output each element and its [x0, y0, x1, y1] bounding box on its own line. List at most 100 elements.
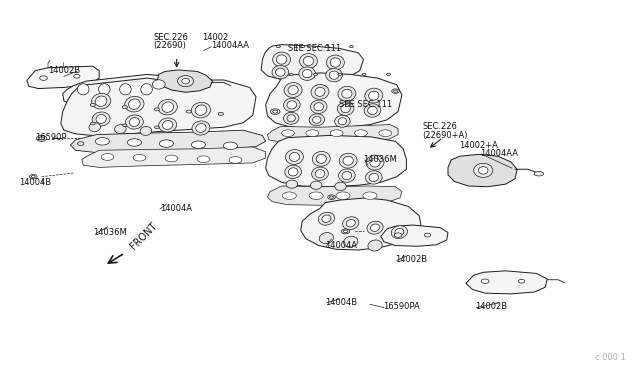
- Ellipse shape: [191, 102, 211, 118]
- Polygon shape: [268, 125, 398, 142]
- Ellipse shape: [92, 93, 111, 109]
- Ellipse shape: [275, 68, 285, 76]
- Ellipse shape: [326, 55, 344, 70]
- Ellipse shape: [330, 58, 340, 67]
- Text: 14002B: 14002B: [48, 66, 80, 75]
- Ellipse shape: [367, 221, 383, 234]
- Text: 16590P: 16590P: [35, 133, 67, 142]
- Ellipse shape: [288, 86, 298, 94]
- Ellipse shape: [158, 99, 177, 115]
- Ellipse shape: [534, 171, 543, 176]
- Ellipse shape: [314, 103, 324, 111]
- Text: 14002+A: 14002+A: [460, 141, 499, 150]
- Ellipse shape: [392, 89, 399, 93]
- Ellipse shape: [115, 125, 126, 134]
- Text: SEC.226: SEC.226: [422, 122, 457, 131]
- Text: SEE SEC.111: SEE SEC.111: [339, 100, 392, 109]
- Polygon shape: [266, 135, 406, 187]
- Ellipse shape: [312, 151, 330, 166]
- Text: 14002B: 14002B: [475, 302, 507, 311]
- Polygon shape: [448, 154, 517, 187]
- Ellipse shape: [120, 84, 131, 95]
- Ellipse shape: [310, 100, 327, 113]
- Ellipse shape: [287, 115, 296, 122]
- Polygon shape: [61, 78, 256, 136]
- Text: 14004B: 14004B: [325, 298, 357, 307]
- Polygon shape: [266, 73, 402, 128]
- Ellipse shape: [394, 90, 397, 92]
- Ellipse shape: [335, 182, 346, 190]
- Ellipse shape: [481, 279, 489, 283]
- Ellipse shape: [96, 115, 106, 124]
- Ellipse shape: [196, 124, 206, 132]
- Ellipse shape: [89, 123, 100, 132]
- Ellipse shape: [141, 84, 152, 95]
- Ellipse shape: [309, 192, 323, 199]
- Text: SEE SEC.111: SEE SEC.111: [288, 44, 341, 53]
- Ellipse shape: [315, 170, 325, 178]
- Ellipse shape: [325, 45, 329, 48]
- Ellipse shape: [339, 169, 355, 182]
- Ellipse shape: [284, 112, 299, 124]
- Ellipse shape: [300, 54, 317, 68]
- Ellipse shape: [125, 115, 143, 129]
- Ellipse shape: [286, 180, 298, 188]
- Ellipse shape: [342, 171, 352, 180]
- Ellipse shape: [90, 103, 95, 106]
- Ellipse shape: [133, 154, 146, 161]
- Ellipse shape: [129, 118, 140, 126]
- Text: 14036M: 14036M: [364, 155, 397, 164]
- Ellipse shape: [182, 78, 189, 84]
- Ellipse shape: [370, 158, 380, 167]
- Text: 14004AA: 14004AA: [480, 149, 518, 158]
- Ellipse shape: [91, 122, 95, 125]
- Ellipse shape: [39, 137, 44, 140]
- Ellipse shape: [129, 99, 140, 109]
- Ellipse shape: [140, 126, 152, 135]
- Ellipse shape: [186, 110, 191, 113]
- Ellipse shape: [479, 167, 488, 174]
- Ellipse shape: [344, 230, 348, 233]
- Ellipse shape: [299, 67, 316, 80]
- Ellipse shape: [287, 101, 297, 109]
- Ellipse shape: [197, 156, 210, 163]
- Polygon shape: [381, 225, 448, 246]
- Ellipse shape: [218, 112, 223, 115]
- Ellipse shape: [362, 73, 366, 76]
- Ellipse shape: [322, 215, 331, 222]
- Text: 14002: 14002: [202, 33, 228, 42]
- Ellipse shape: [335, 115, 350, 127]
- Ellipse shape: [99, 84, 110, 95]
- Text: 14036M: 14036M: [93, 228, 127, 237]
- Text: 14004A: 14004A: [160, 204, 192, 213]
- Ellipse shape: [344, 236, 358, 247]
- Ellipse shape: [424, 233, 431, 237]
- Ellipse shape: [122, 106, 127, 109]
- Ellipse shape: [95, 138, 109, 145]
- Ellipse shape: [328, 195, 335, 199]
- Ellipse shape: [270, 109, 280, 115]
- Ellipse shape: [282, 130, 294, 137]
- Ellipse shape: [314, 73, 317, 76]
- Polygon shape: [27, 66, 99, 89]
- Ellipse shape: [349, 45, 353, 48]
- Ellipse shape: [192, 121, 210, 135]
- Ellipse shape: [387, 73, 390, 76]
- Ellipse shape: [318, 212, 335, 225]
- Ellipse shape: [276, 45, 280, 48]
- Text: (22690+A): (22690+A): [422, 131, 468, 140]
- Ellipse shape: [272, 65, 289, 79]
- Ellipse shape: [223, 142, 237, 150]
- Ellipse shape: [338, 118, 347, 125]
- Ellipse shape: [303, 57, 314, 65]
- Ellipse shape: [363, 192, 377, 199]
- Polygon shape: [157, 70, 212, 92]
- Ellipse shape: [285, 165, 301, 179]
- Text: c 000 1: c 000 1: [595, 353, 626, 362]
- Ellipse shape: [301, 45, 305, 48]
- Ellipse shape: [289, 153, 300, 161]
- Ellipse shape: [379, 130, 392, 137]
- Ellipse shape: [77, 142, 84, 145]
- Ellipse shape: [342, 229, 350, 234]
- Text: 14004AA: 14004AA: [211, 41, 249, 50]
